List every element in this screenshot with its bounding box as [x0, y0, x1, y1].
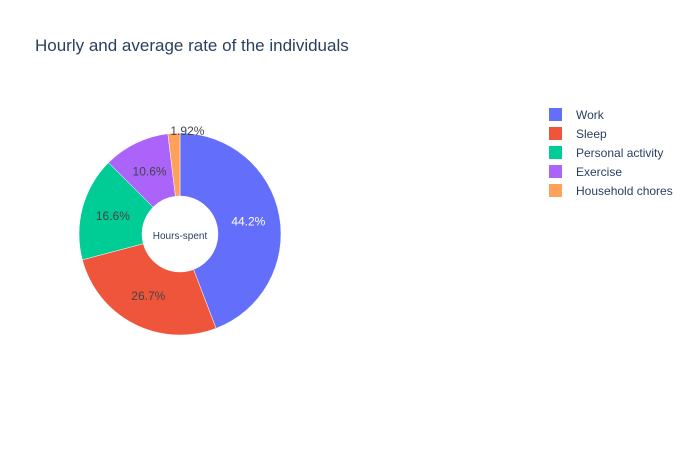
legend-label: Work	[576, 108, 605, 122]
slice-label-exercise: 10.6%	[133, 165, 167, 179]
slice-label-household-chores: 1.92%	[170, 124, 204, 138]
legend-label: Sleep	[576, 127, 607, 141]
chart-title: Hourly and average rate of the individua…	[35, 36, 349, 55]
slice-personal-activity[interactable]	[78, 162, 154, 261]
legend-label: Exercise	[576, 165, 622, 179]
legend-item-exercise[interactable]: Exercise	[549, 165, 622, 179]
legend-swatch	[549, 165, 562, 178]
legend-swatch	[549, 146, 562, 159]
slice-label-sleep: 26.7%	[131, 289, 165, 303]
legend-swatch	[549, 127, 562, 140]
legend-swatch	[549, 184, 562, 197]
slice-label-work: 44.2%	[231, 214, 265, 228]
legend[interactable]: Work Sleep Personal activity Exercise Househ…	[549, 108, 673, 198]
slice-work[interactable]	[179, 132, 282, 329]
legend-item-household-chores[interactable]: Household chores	[549, 184, 673, 198]
hole-label: Hours-spent	[153, 231, 208, 242]
slice-household-chores[interactable]	[167, 132, 181, 197]
legend-item-sleep[interactable]: Sleep	[549, 127, 607, 141]
slice-labels: 44.2% 26.7% 16.6% 10.6% 1.92%	[96, 124, 266, 303]
legend-label: Household chores	[576, 184, 673, 198]
slice-sleep[interactable]	[82, 243, 217, 336]
slice-label-personal-activity: 16.6%	[96, 209, 130, 223]
legend-item-personal-activity[interactable]: Personal activity	[549, 146, 663, 160]
legend-label: Personal activity	[576, 146, 663, 160]
legend-swatch	[549, 108, 562, 121]
pie-slices	[78, 132, 282, 336]
legend-item-work[interactable]: Work	[549, 108, 605, 122]
